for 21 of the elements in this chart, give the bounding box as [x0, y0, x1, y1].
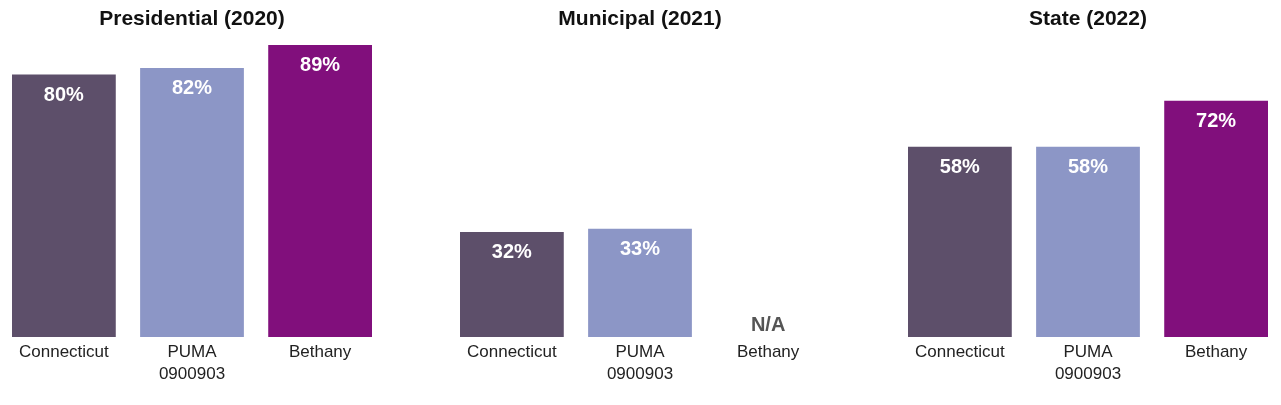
chart-title: Municipal (2021) — [558, 6, 722, 29]
data-label: 58% — [939, 154, 981, 177]
x-tick-label: Bethany — [288, 341, 352, 361]
data-label: 32% — [491, 240, 533, 263]
data-label: 82% — [171, 75, 213, 98]
x-tick-label: Connecticut — [915, 341, 1006, 361]
chart-title: Presidential (2020) — [99, 6, 285, 29]
x-tick-label: Bethany — [1184, 341, 1248, 361]
chart-title: State (2022) — [1029, 6, 1147, 29]
x-tick-label: Bethany — [736, 341, 800, 361]
data-label: 33% — [619, 236, 661, 259]
data-label: 72% — [1196, 108, 1237, 131]
x-tick-label: PUMA 0900903 — [1054, 341, 1122, 383]
text: N/A — [750, 313, 786, 335]
data-label: 58% — [1067, 154, 1109, 177]
x-tick-label: PUMA 0900903 — [158, 341, 226, 383]
x-tick-label: PUMA 0900903 — [606, 341, 674, 383]
data-label: 89% — [300, 53, 341, 75]
data-label: 80% — [43, 82, 85, 105]
x-tick-label: Connecticut — [467, 341, 558, 361]
x-tick-label: Connecticut — [19, 341, 110, 361]
